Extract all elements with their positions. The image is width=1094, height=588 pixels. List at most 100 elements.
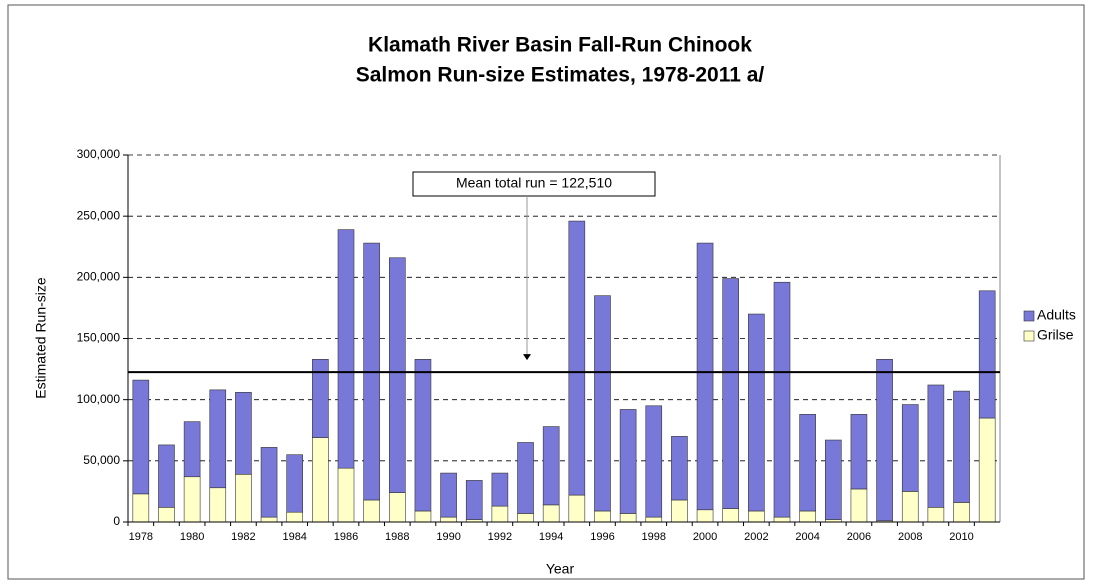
bar-segment	[824, 439, 842, 520]
x-tick-label: 1996	[590, 531, 614, 543]
bar-segment	[440, 472, 457, 518]
x-tick-label: 1992	[488, 531, 512, 543]
bar-segment	[978, 417, 996, 523]
bar-segment	[388, 492, 406, 523]
bar-segment	[901, 404, 919, 492]
y-tick-label: 200,000	[77, 270, 121, 284]
bar-segment	[465, 480, 483, 520]
bar-segment	[517, 513, 534, 523]
x-tick-label: 1998	[642, 531, 666, 543]
x-tick-label: 1990	[436, 531, 460, 543]
bar-segment	[927, 384, 945, 508]
bar-segment	[363, 499, 380, 523]
bar-segment	[235, 473, 252, 523]
bar-segment	[696, 242, 714, 511]
bar-segment	[312, 358, 329, 438]
annotation: Mean total run = 122,510	[456, 175, 612, 191]
bar-segment	[337, 467, 355, 523]
bar-segment	[568, 220, 586, 496]
chart-title: Klamath River Basin Fall-Run Chinook	[368, 34, 752, 57]
bar-segment	[235, 392, 252, 475]
annotation-box	[412, 171, 656, 197]
x-tick-label: 1986	[334, 531, 358, 543]
x-tick-label: 1988	[385, 531, 409, 543]
bar-segment	[594, 510, 611, 523]
y-tick-label: 50,000	[83, 453, 120, 467]
bar-segment	[722, 508, 740, 523]
bar-segment	[594, 295, 611, 512]
y-tick-label: 250,000	[77, 208, 121, 222]
y-tick-label: 0	[113, 514, 120, 528]
bar-segment	[491, 472, 509, 507]
legend-swatch	[1023, 330, 1035, 342]
bar-segment	[337, 229, 355, 469]
x-tick-label: 1994	[539, 531, 563, 543]
bar-segment	[722, 278, 740, 509]
bar-segment	[286, 454, 304, 513]
bar-segment	[850, 414, 868, 490]
y-axis-label: Estimated Run-size	[33, 277, 49, 399]
legend-label: Adults	[1037, 307, 1076, 323]
x-tick-label: 2006	[847, 531, 871, 543]
bar-segment	[773, 516, 791, 523]
bar-segment	[568, 494, 586, 523]
arrow-head	[523, 354, 531, 361]
bar-segment	[799, 414, 816, 512]
bar-segment	[799, 510, 816, 523]
bar-segment	[209, 389, 227, 489]
x-tick-label: 2002	[744, 531, 768, 543]
bar-segment	[850, 488, 868, 523]
bar-segment	[671, 499, 688, 523]
bar-segment	[158, 444, 175, 508]
bar-segment	[183, 421, 201, 478]
bar-segment	[440, 516, 457, 523]
legend-swatch	[1023, 310, 1035, 322]
y-tick-label: 150,000	[77, 331, 121, 345]
bar-segment	[286, 511, 304, 523]
x-tick-label: 2004	[795, 531, 819, 543]
bar-segment	[209, 487, 227, 523]
bar-segment	[414, 510, 432, 523]
bar-segment	[619, 409, 637, 514]
bar-segment	[773, 281, 791, 518]
y-tick-label: 300,000	[77, 147, 121, 161]
bar-segment	[619, 513, 637, 523]
x-axis-label: Year	[546, 561, 575, 577]
bar-segment	[671, 436, 688, 501]
x-tick-label: 2010	[949, 531, 973, 543]
x-tick-label: 1984	[282, 531, 306, 543]
bar-segment	[132, 379, 150, 495]
bar-segment	[388, 257, 406, 493]
x-tick-label: 2000	[693, 531, 717, 543]
bar-segment	[645, 405, 663, 518]
bar-segment	[953, 390, 970, 503]
bar-segment	[901, 491, 919, 523]
y-tick-label: 100,000	[77, 392, 121, 406]
bar-segment	[158, 507, 175, 523]
bar-segment	[748, 510, 765, 523]
bar-segment	[645, 516, 663, 523]
bar-segment	[132, 493, 150, 523]
bar-segment	[927, 507, 945, 523]
bar-segment	[260, 447, 278, 518]
x-tick-label: 1980	[180, 531, 204, 543]
bar-segment	[876, 358, 893, 522]
bar-segment	[696, 509, 714, 523]
bar-segment	[491, 505, 509, 523]
x-tick-label: 1982	[231, 531, 255, 543]
x-tick-label: 2008	[898, 531, 922, 543]
bar-segment	[542, 426, 560, 506]
bar-segment	[978, 290, 996, 419]
legend-label: Grilse	[1037, 327, 1074, 343]
bar-segment	[748, 313, 765, 512]
bar-segment	[517, 442, 534, 514]
chart-title: Salmon Run-size Estimates, 1978-2011 a/	[356, 64, 765, 87]
bar-segment	[260, 516, 278, 523]
bar-segment	[414, 358, 432, 512]
bar-segment	[953, 502, 970, 523]
x-tick-label: 1978	[129, 531, 153, 543]
bar-segment	[542, 504, 560, 523]
bar-segment	[183, 476, 201, 523]
bar-segment	[312, 437, 329, 523]
